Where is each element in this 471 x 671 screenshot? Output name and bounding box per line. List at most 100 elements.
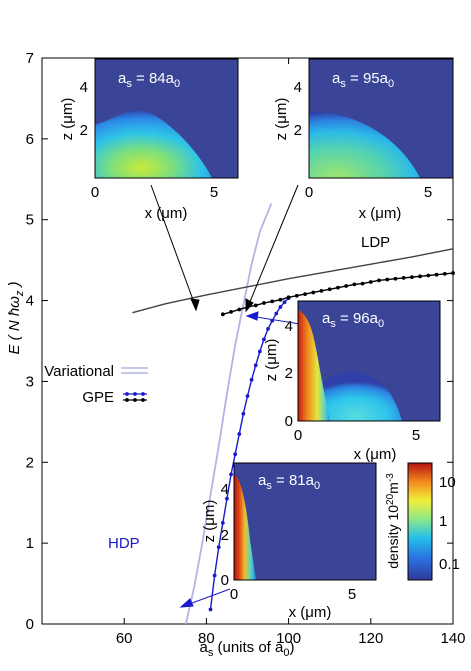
ldp-label: LDP [361,234,390,251]
inset-95-frame [308,58,454,179]
series-point-gpe [282,300,287,305]
series-point-gpe-ldp [237,307,242,312]
series-point-gpe [229,472,233,477]
inset-81-label: as = 81a0 [258,472,320,492]
series-point-gpe [233,452,238,457]
arrowhead-81 [179,598,194,608]
series-point-gpe-ldp [352,282,357,287]
inset-95-label: as = 95a0 [332,70,394,90]
colorbar-tick-0-1: 0.1 [439,556,460,573]
plot-frame [41,57,454,625]
series-point-gpe-ldp [336,285,340,290]
inset-95-xtick-0: 0 [305,184,313,201]
inset-81-xlabel: x (μm) [289,604,332,621]
series-point-gpe-ldp [220,312,225,317]
colorbar-label: density 1020m-3 [385,473,401,569]
series-point-gpe-ldp [377,278,381,283]
inset-84-ytick-4: 4 [80,79,88,96]
inset-96-xlabel: x (μm) [354,446,397,463]
series-point-gpe-ldp [303,292,307,297]
series-point-gpe [220,521,225,525]
series-point-gpe [262,337,266,342]
y-tick-label: 6 [26,131,34,148]
series-point-gpe-ldp [401,276,406,280]
series-point-gpe [249,377,254,382]
series-point-gpe-ldp [360,281,365,286]
inset-81: as = 81a0 4 2 0 0 5 x (μm) z (μm) [201,462,377,621]
y-tick-label: 7 [26,50,34,67]
y-axis-title: E ( N ħωz ) [6,281,26,354]
x-tick-label: 140 [440,630,465,647]
colorbar-gradient [407,462,433,581]
series-point-gpe [245,394,250,398]
inset-84-ytick-2: 2 [80,122,88,139]
series-point-gpe-ldp [311,290,316,295]
legend-gpe-dot-blue [133,392,137,396]
colorbar-tick-1: 1 [439,513,447,530]
y-tick-label: 0 [26,616,34,633]
legend-gpe-dot-blue [125,392,129,396]
inset-84-xlabel: x (μm) [145,205,188,222]
x-tick-label: 60 [116,630,133,647]
x-tick-label: 100 [276,630,301,647]
series-point-gpe-ldp [418,274,423,279]
inset-96-xtick-5: 5 [412,427,420,444]
arrows [150,184,299,313]
inset-81-ytick-0: 0 [221,572,229,589]
series-point-gpe-ldp [393,276,398,281]
legend-variational-label: Variational [44,363,114,380]
arrow-96 [249,315,301,325]
inset-96-label: as = 96a0 [322,310,384,330]
inset-95-density [309,111,420,178]
series-line-variational [184,203,273,625]
series-point-gpe-ldp [442,271,447,276]
series-point-gpe [253,363,258,368]
legend-gpe-label: GPE [82,389,114,406]
legend: Variational GPE [44,363,148,406]
inset-95-ytick-4: 4 [294,79,302,96]
inset-84-label: as = 84a0 [118,70,180,90]
inset-84-xtick-0: 0 [91,184,99,201]
y-tick-label: 4 [26,293,34,310]
inset-95-ytick-2: 2 [294,122,302,139]
curves [132,203,455,625]
y-tick-label: 1 [26,535,34,552]
inset-96-blob [318,372,402,421]
series-point-gpe-ldp [451,271,455,275]
series-point-gpe-ldp [426,273,431,278]
series-point-gpe [274,311,279,316]
series-point-gpe-ldp [319,288,324,293]
series-point-gpe-ldp [278,297,283,302]
series-point-gpe-ldp [262,301,266,305]
series-point-gpe-ldp [229,309,233,314]
series-point-gpe-ldp [368,280,373,284]
arrowhead-84 [190,298,200,312]
series-point-gpe [278,305,283,309]
inset-95-ylabel: z (μm) [273,98,290,141]
inset-96-wall [298,310,330,421]
series-point-gpe [266,326,270,331]
inset-81-ylabel: z (μm) [201,500,218,543]
series-point-gpe [216,545,221,550]
inset-95: as = 95a0 4 2 0 5 x (μm) z (μm) [273,58,454,222]
inset-84-ylabel: z (μm) [59,98,76,141]
legend-gpe-dot-black [133,398,137,402]
inset-81-xtick-0: 0 [230,586,238,603]
series-point-gpe-ldp [286,295,291,300]
inset-84: as = 84a0 4 2 0 5 x (μm) z (μm) [59,58,239,222]
inset-81-bg [234,463,376,580]
series-point-gpe [212,573,217,578]
inset-84-density [95,109,212,178]
series-point-gpe [241,411,246,416]
x-tick-label: 80 [198,630,215,647]
arrow-84 [150,184,197,309]
inset-81-xtick-5: 5 [348,586,356,603]
series-line-ldp [132,248,454,314]
inset-96-ytick-4: 4 [285,318,293,335]
inset-84-frame [94,58,239,179]
series-point-gpe-ldp [327,287,332,292]
arrowhead-96 [245,311,259,321]
series-point-gpe-ldp [385,277,390,282]
